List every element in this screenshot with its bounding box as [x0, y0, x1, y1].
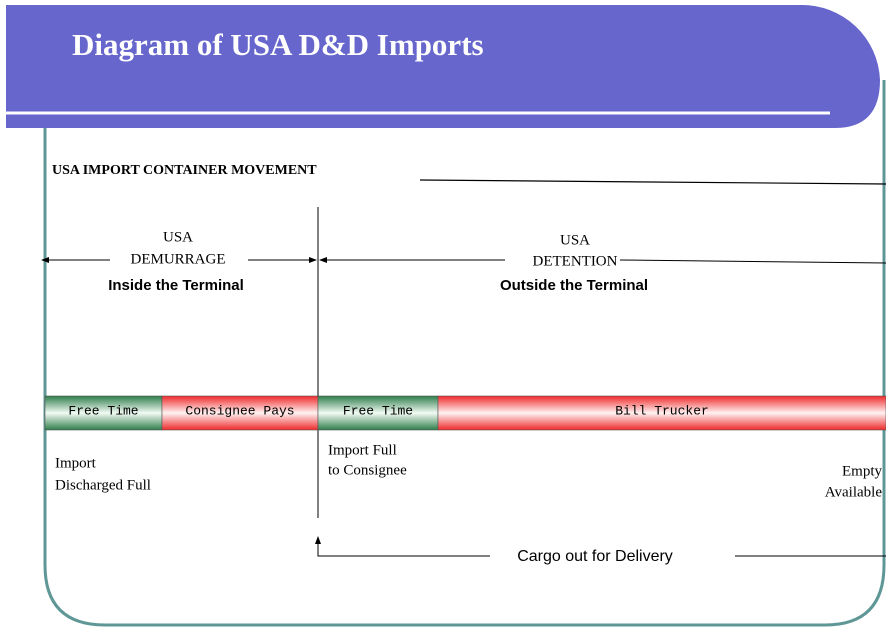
- segment: [317, 395, 439, 431]
- zone-location: Outside the Terminal: [500, 277, 648, 294]
- arrow-line: [619, 259, 886, 264]
- zone-label: DEMURRAGE: [130, 251, 225, 267]
- segment: [44, 395, 163, 431]
- segment: [161, 395, 319, 431]
- flow-label: Cargo out for Delivery: [517, 548, 673, 565]
- timeline: Free Time Consignee Pays Free Time Bill Tru…: [44, 395, 886, 431]
- segment-label: Free Time: [343, 403, 413, 418]
- title: Diagram of USA D&D Imports: [72, 27, 484, 62]
- zone-label: USA: [560, 232, 590, 248]
- event-label: to Consignee: [328, 462, 407, 478]
- segment: [437, 395, 886, 431]
- event-label: Discharged Full: [55, 477, 151, 493]
- zone-label: USA: [163, 229, 193, 245]
- flow-arrow: [315, 536, 490, 557]
- heading: USA IMPORT CONTAINER MOVEMENT: [52, 163, 317, 178]
- header-band: [6, 4, 880, 128]
- rule: [419, 179, 886, 185]
- event-label: Available: [825, 484, 883, 500]
- event-label: Empty: [842, 463, 882, 479]
- segment-label: Consignee Pays: [185, 403, 294, 418]
- event-label: Import Full: [328, 442, 397, 458]
- frame: [43, 80, 886, 627]
- segment-label: Bill Trucker: [615, 403, 709, 418]
- zone-location: Inside the Terminal: [108, 277, 244, 294]
- zone-label: DETENTION: [533, 253, 618, 269]
- segment-label: Free Time: [68, 403, 138, 418]
- event-label: Import: [55, 455, 97, 471]
